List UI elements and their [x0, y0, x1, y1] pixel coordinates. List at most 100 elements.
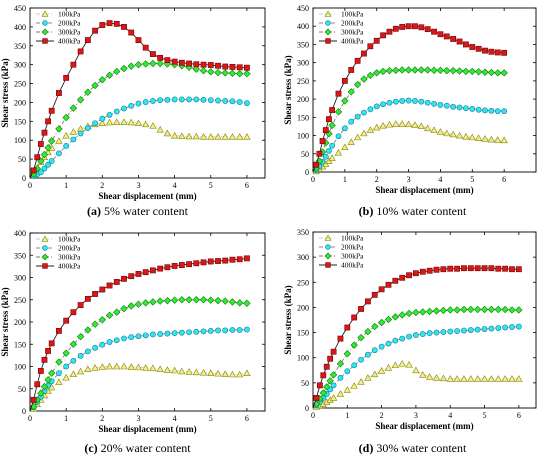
data-point-b-1-6 [335, 133, 342, 140]
y-tick-label-b-8: 400 [297, 22, 309, 31]
data-point-d-2-11 [371, 322, 379, 331]
x-tick-label-d-1: 1 [345, 411, 349, 420]
data-point-a-0-27 [207, 133, 215, 140]
data-point-c-0-10 [84, 365, 92, 372]
series-a-400kPa [29, 20, 250, 179]
data-point-d-0-17 [412, 366, 420, 374]
data-point-c-1-9 [77, 352, 84, 359]
data-point-b-3-2 [319, 138, 326, 144]
series-c-300kPa [29, 296, 251, 412]
data-point-b-0-18 [411, 121, 419, 128]
data-point-b-1-24 [450, 103, 457, 110]
data-point-a-2-25 [192, 65, 200, 73]
x-tick-label-d-5: 5 [483, 411, 487, 420]
x-tick-label-c-1: 1 [64, 414, 68, 423]
y-tick-label-a-2: 100 [14, 136, 26, 145]
data-point-d-2-8 [350, 341, 358, 349]
data-point-d-3-0 [313, 395, 320, 401]
data-point-c-3-28 [215, 258, 221, 264]
data-point-a-0-32 [243, 133, 251, 140]
data-point-b-1-5 [329, 142, 336, 149]
caption-c-label: (c) [84, 441, 98, 455]
data-point-d-2-25 [467, 305, 475, 314]
plot-frame-b [312, 7, 537, 173]
data-point-b-0-10 [360, 129, 368, 137]
data-point-d-2-28 [487, 305, 496, 314]
data-point-c-1-11 [92, 344, 98, 351]
legend-marker-d-0 [324, 234, 332, 241]
data-point-a-1-12 [99, 115, 106, 122]
data-point-b-3-29 [482, 47, 488, 54]
data-point-d-3-26 [474, 265, 481, 272]
data-point-d-2-20 [432, 307, 441, 315]
data-point-a-1-15 [121, 105, 127, 112]
legend-label-d-1: 200kPa [341, 243, 364, 252]
legend-marker-a-0 [41, 10, 49, 17]
data-point-c-2-12 [98, 316, 106, 324]
data-point-b-2-25 [455, 67, 464, 75]
data-point-d-2-26 [474, 305, 482, 314]
plot-frame-a [29, 7, 266, 179]
y-axis-label-d: Shear stress (kPa) [283, 285, 293, 354]
data-point-d-1-13 [385, 340, 392, 347]
data-point-d-3-28 [488, 265, 495, 272]
y-tick-label-d-3: 150 [297, 329, 309, 338]
data-point-a-1-4 [45, 161, 51, 168]
data-point-a-3-19 [150, 51, 156, 57]
data-point-d-1-29 [495, 325, 502, 331]
data-point-c-2-25 [192, 296, 200, 304]
data-point-a-1-24 [186, 96, 192, 103]
data-point-a-3-26 [200, 61, 207, 68]
data-point-a-1-8 [70, 136, 77, 143]
data-point-b-3-0 [313, 161, 320, 168]
data-point-b-3-3 [322, 127, 329, 133]
legend-marker-d-3 [325, 262, 331, 268]
data-point-d-0-28 [487, 375, 496, 382]
data-point-a-2-14 [113, 67, 121, 76]
data-point-d-1-16 [406, 333, 412, 340]
data-point-a-0-13 [105, 118, 114, 126]
data-point-a-2-17 [134, 60, 143, 69]
data-point-d-0-27 [480, 375, 489, 382]
series-line-c-3 [29, 257, 247, 412]
data-point-c-2-3 [40, 382, 49, 391]
data-point-d-1-19 [426, 330, 433, 336]
data-point-d-3-25 [467, 265, 474, 272]
data-point-d-3-20 [433, 266, 440, 273]
data-point-a-0-30 [228, 133, 237, 140]
data-point-c-3-3 [41, 356, 48, 363]
data-point-b-3-13 [380, 32, 386, 39]
legend-symbol-d-1 [325, 244, 331, 250]
data-point-a-1-20 [157, 97, 164, 104]
data-point-b-3-21 [431, 28, 437, 35]
data-point-a-1-7 [63, 142, 70, 149]
data-point-b-3-7 [341, 77, 348, 84]
series-line-b-1 [312, 100, 505, 173]
data-point-b-2-19 [417, 66, 425, 74]
y-axis-label-a: Shear stress (kPa) [0, 58, 10, 127]
data-point-d-0-25 [467, 375, 475, 382]
x-tick-label-d-4: 4 [448, 411, 452, 420]
data-point-b-0-15 [392, 120, 400, 127]
data-point-c-3-32 [244, 255, 250, 262]
data-point-c-2-17 [134, 300, 143, 308]
legend-label-a-3: 400kPa [58, 37, 81, 46]
data-point-c-1-26 [200, 328, 207, 335]
data-point-a-1-30 [229, 98, 236, 105]
data-point-c-0-23 [178, 367, 186, 375]
data-point-d-0-8 [350, 382, 358, 389]
legend-marker-c-3 [42, 263, 48, 269]
data-point-d-0-11 [371, 370, 379, 378]
y-tick-label-d-6: 300 [297, 253, 309, 262]
legend-label-c-3: 400kPa [58, 262, 81, 271]
legend-marker-c-0 [41, 235, 49, 242]
data-point-a-0-26 [199, 133, 208, 140]
legend-symbol-c-3 [42, 263, 48, 269]
data-point-d-1-18 [419, 331, 426, 337]
data-point-a-1-26 [200, 96, 207, 103]
data-point-a-2-26 [199, 67, 208, 75]
data-point-d-3-23 [454, 265, 460, 272]
data-point-b-2-21 [430, 66, 438, 74]
caption-d-text: 30% water content [373, 441, 467, 455]
legend-label-a-2: 300kPa [58, 28, 81, 37]
